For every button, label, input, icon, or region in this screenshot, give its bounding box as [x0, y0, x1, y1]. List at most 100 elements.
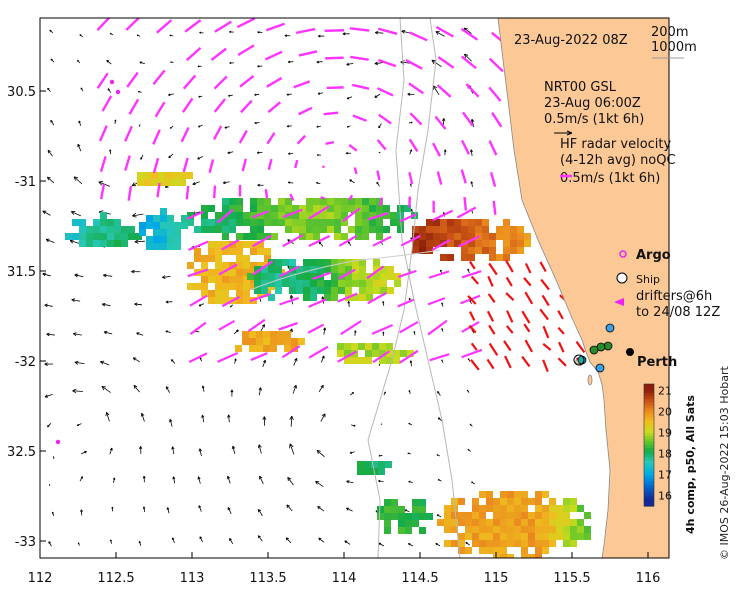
sst-pixel [391, 513, 398, 520]
gsl-vector [109, 447, 113, 455]
sst-pixel [394, 280, 401, 287]
hf-vector [320, 196, 325, 200]
sst-pixel [334, 212, 341, 219]
isobath-1000m [367, 18, 437, 558]
sst-pixel [144, 179, 151, 186]
hf-vector [308, 298, 327, 308]
gsl-vector-head [132, 357, 137, 361]
sst-pixel [285, 219, 292, 226]
sst-pixel [167, 236, 174, 243]
drifter-marker[interactable] [595, 363, 605, 373]
sst-pixel [486, 505, 493, 512]
ship-marker[interactable] [573, 354, 585, 366]
hf-coastal-vector [505, 259, 514, 273]
hf-vector [298, 106, 313, 116]
sst-pixel [194, 255, 201, 262]
gsl-vector [258, 444, 262, 454]
sst-pixel [507, 533, 514, 540]
hf-vector [278, 322, 298, 331]
sst-pixel [313, 198, 320, 205]
perth-marker[interactable] [626, 348, 634, 356]
sst-pixel [542, 540, 549, 547]
sst-pixel [365, 343, 372, 350]
sst-pixel [377, 513, 384, 520]
drifter-marker[interactable] [589, 345, 599, 355]
hf-vector [460, 27, 479, 41]
sst-pixel [345, 280, 352, 287]
colorbar-ticks: 21 20 19 18 17 16 [658, 384, 672, 502]
sst-pixel [208, 226, 215, 233]
sst-pixel [447, 240, 454, 247]
sst-pixel [400, 350, 407, 357]
colorbar-tick-label: 19 [658, 426, 672, 439]
gsl-vector-head [114, 119, 117, 122]
gsl-vector [201, 415, 205, 423]
gsl-vector-head [73, 176, 79, 181]
sst-pixel [179, 179, 186, 186]
hf-vector [435, 26, 454, 38]
sst-pixel [362, 205, 369, 212]
gsl-vector-head [103, 330, 108, 335]
perth-label[interactable]: Perth [637, 355, 677, 370]
gsl-vector-head [76, 423, 80, 426]
sst-pixel [100, 212, 107, 219]
sst-pixel [556, 512, 563, 519]
sst-pixel [187, 219, 194, 226]
sst-pixel [398, 513, 405, 520]
drifter-marker[interactable] [577, 355, 587, 365]
hf-vector [460, 139, 471, 155]
argo-float[interactable] [55, 439, 61, 445]
sst-pixel [201, 219, 208, 226]
gsl-vector [71, 211, 81, 217]
sst-pixel [514, 519, 521, 526]
sst-pixel [364, 461, 371, 468]
sst-pixel [151, 179, 158, 186]
sst-pixel [121, 226, 128, 233]
argo-float[interactable] [115, 89, 121, 95]
sst-pixel [419, 233, 426, 240]
sst-pixel [549, 512, 556, 519]
map-area[interactable] [40, 16, 669, 561]
colorbar-segment [644, 387, 654, 391]
sst-pixel [320, 219, 327, 226]
sst-pixel [351, 357, 358, 364]
gsl-vector [132, 357, 140, 363]
hf-vector [189, 294, 208, 307]
argo-float[interactable] [109, 79, 115, 85]
gsl-vector-head [409, 183, 412, 186]
sst-pixel [433, 240, 440, 247]
gsl-vector-head [413, 331, 416, 333]
gsl-vector [134, 303, 143, 306]
gsl-vector [432, 85, 440, 96]
gsl-vector-head [74, 360, 79, 365]
gsl-vector [348, 301, 350, 307]
gsl-vector-head [165, 300, 169, 304]
hf-vector [185, 46, 202, 62]
sst-pixel [472, 540, 479, 547]
hf-vector [321, 165, 325, 169]
hf-vector [337, 350, 358, 363]
sst-pixel [352, 280, 359, 287]
sst-pixel [412, 506, 419, 513]
gsl-vector-head [231, 445, 236, 450]
sst-pixel [222, 248, 229, 255]
sst-pixel [341, 219, 348, 226]
sst-pixel [419, 240, 426, 247]
sst-pixel [503, 240, 510, 247]
sst-pixel [201, 262, 208, 269]
sst-pixel [341, 198, 348, 205]
drifter-marker[interactable] [605, 323, 615, 333]
sst-pixel [296, 287, 303, 294]
gsl-vector-head [374, 95, 378, 98]
colorbar-segment [644, 435, 654, 440]
isobath-200m-label: 200m [651, 25, 688, 40]
sst-pixel [324, 259, 331, 266]
sst-pixel [454, 240, 461, 247]
hf-coastal-vector [524, 262, 532, 274]
hf-vector [308, 234, 331, 247]
sst-pixel [486, 533, 493, 540]
sst-pixel [365, 357, 372, 364]
hf-vector [400, 234, 421, 247]
gsl-vector [74, 274, 84, 278]
gsl-vector-head [109, 539, 112, 542]
